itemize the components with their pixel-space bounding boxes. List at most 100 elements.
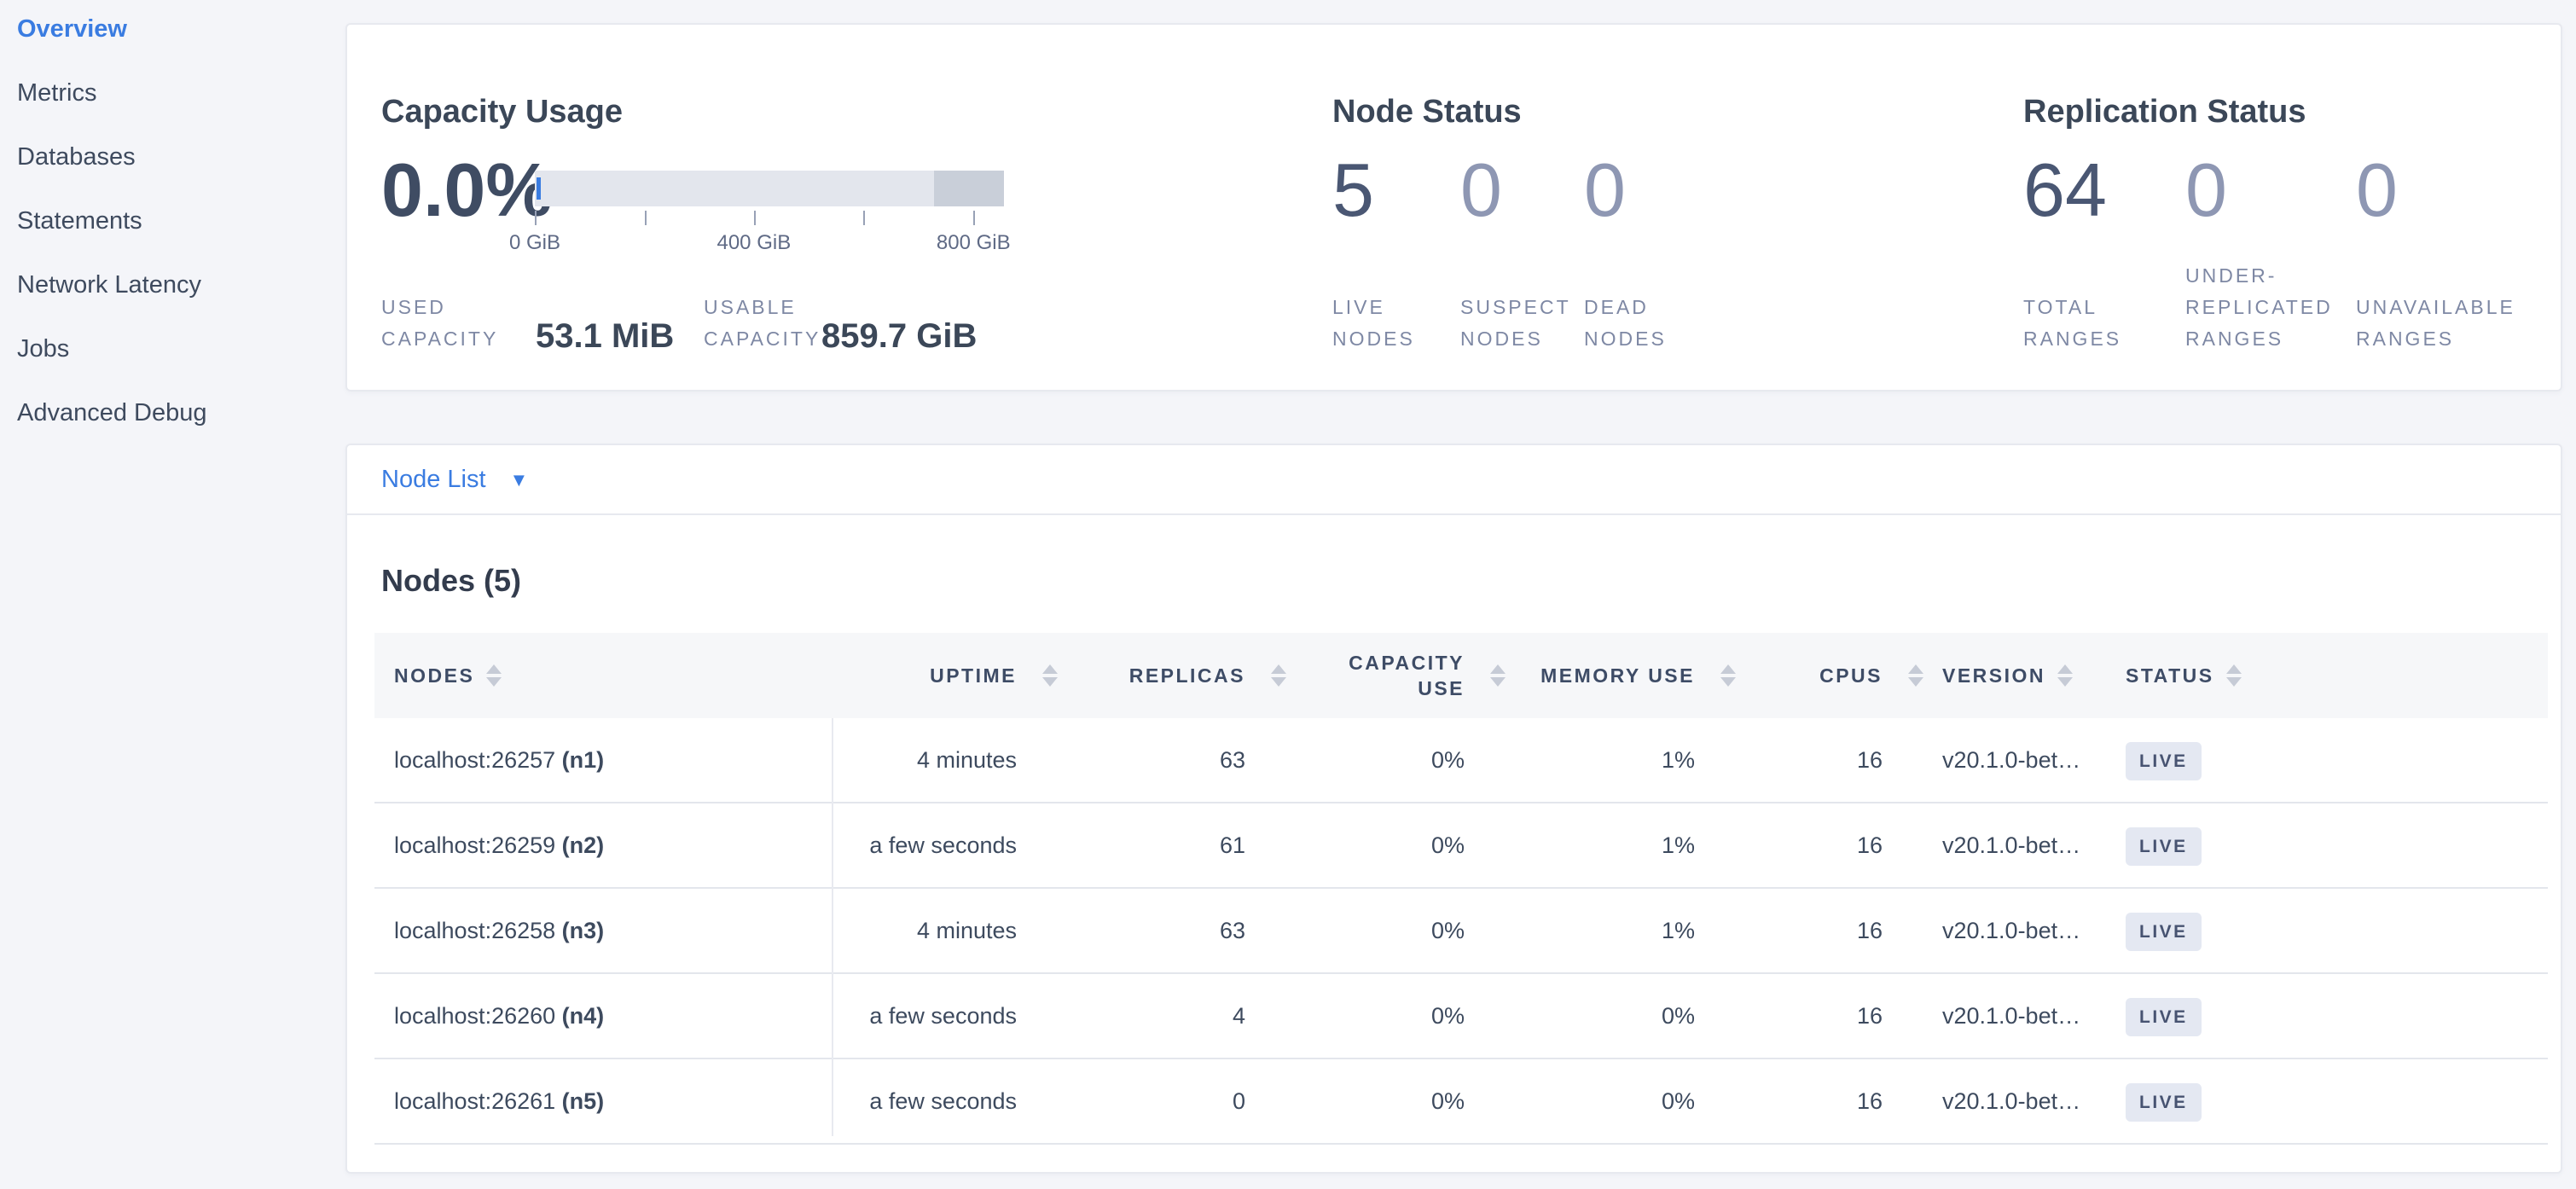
node-replicas: 4 [1232, 1003, 1245, 1029]
replication-status-title: Replication Status [2023, 93, 2306, 130]
node-address[interactable]: localhost:26261 (n5) [394, 1088, 605, 1114]
sidebar-item-statements[interactable]: Statements [17, 207, 142, 235]
capacity-axis-tick [973, 211, 976, 225]
node-status-cell: LIVE [2126, 974, 2202, 1058]
node-status-cell: LIVE [2126, 718, 2202, 802]
column-header-nodes[interactable]: NODES [394, 664, 475, 687]
status-badge: LIVE [2126, 742, 2202, 781]
status-badge: LIVE [2126, 998, 2202, 1037]
nodes-table: NODES UPTIME REPLICAS CAPACITY USE MEMORY USE… [374, 633, 2548, 1145]
nodes-count-heading: Nodes (5) [381, 563, 522, 598]
sidebar-item-jobs[interactable]: Jobs [17, 335, 70, 362]
node-capacity-use: 0% [1430, 1088, 1465, 1114]
node-memory-use: 1% [1661, 832, 1695, 858]
node-list-dropdown-label: Node List [381, 466, 486, 493]
node-capacity-use: 0% [1430, 918, 1465, 943]
status-badge: LIVE [2126, 913, 2202, 952]
capacity-axis-tick [535, 211, 537, 225]
used-capacity-marker [537, 177, 541, 200]
replication-label: UNDER- REPLICATED RANGES [2185, 264, 2333, 350]
node-address[interactable]: localhost:26258 (n3) [394, 918, 605, 943]
node-uptime: a few seconds [869, 1003, 1017, 1029]
capacity-axis-tick [753, 211, 756, 225]
node-version: v20.1.0-bet… [1942, 747, 2081, 773]
sidebar-item-overview[interactable]: Overview [17, 15, 127, 43]
sort-icon[interactable] [1490, 633, 1506, 718]
sort-icon[interactable] [1908, 633, 1923, 718]
replication-value-under--replicated-ranges: 0 [2185, 148, 2227, 232]
node-replicas: 63 [1219, 918, 1245, 943]
node-replicas: 61 [1219, 832, 1245, 858]
node-list-dropdown[interactable]: Node List ▼ [381, 445, 528, 513]
sort-icon[interactable] [1271, 633, 1286, 718]
node-status-value-live-nodes: 5 [1332, 148, 1374, 232]
node-replicas: 0 [1232, 1088, 1245, 1114]
node-cpus: 16 [1856, 832, 1883, 858]
node-cpus: 16 [1856, 1003, 1883, 1029]
node-memory-use: 1% [1661, 747, 1695, 773]
node-cpus: 16 [1856, 747, 1883, 773]
node-cpus: 16 [1856, 918, 1883, 943]
node-uptime: 4 minutes [916, 747, 1017, 773]
sort-icon[interactable] [2057, 633, 2073, 718]
sort-icon[interactable] [1720, 633, 1736, 718]
node-cpus: 16 [1856, 1088, 1883, 1114]
node-capacity-use: 0% [1430, 747, 1465, 773]
node-capacity-use: 0% [1430, 1003, 1465, 1029]
node-status-cell: LIVE [2126, 889, 2202, 972]
sidebar-item-network-latency[interactable]: Network Latency [17, 271, 201, 299]
column-header-memory[interactable]: MEMORY USE [1540, 664, 1695, 687]
usable-capacity-value: 859.7 GiB [821, 317, 978, 355]
capacity-axis-tick [863, 211, 865, 225]
sort-icon[interactable] [1042, 633, 1058, 718]
node-memory-use: 0% [1661, 1088, 1695, 1114]
node-version: v20.1.0-bet… [1942, 1088, 2081, 1114]
used-capacity-value: 53.1 MiB [536, 317, 675, 355]
sort-icon[interactable] [486, 633, 502, 718]
capacity-used-percent: 0.0% [381, 148, 553, 232]
capacity-axis-tick [644, 211, 647, 225]
capacity-usage-title: Capacity Usage [381, 93, 624, 130]
node-uptime: a few seconds [869, 832, 1017, 858]
node-replicas: 63 [1219, 747, 1245, 773]
node-row-n2[interactable]: localhost:26259 (n2) a few seconds 61 0% 1% 1… [374, 803, 2548, 889]
capacity-usage-bar [535, 171, 1004, 206]
node-address[interactable]: localhost:26260 (n4) [394, 1003, 605, 1029]
node-status-cell: LIVE [2126, 1059, 2202, 1143]
capacity-axis-tick-label: 400 GiB [717, 231, 792, 254]
column-header-uptime[interactable]: UPTIME [930, 664, 1017, 687]
replication-label: UNAVAILABLE RANGES [2356, 296, 2515, 350]
usable-capacity-bar-segment [535, 171, 934, 206]
sort-icon[interactable] [2226, 633, 2242, 718]
column-header-replicas[interactable]: REPLICAS [1128, 664, 1245, 687]
node-row-n4[interactable]: localhost:26260 (n4) a few seconds 4 0% 0% 16… [374, 974, 2548, 1059]
other-capacity-bar-segment [933, 171, 1004, 206]
node-status-label: LIVE NODES [1332, 296, 1415, 350]
column-header-capacity[interactable]: CAPACITY USE [1349, 652, 1465, 699]
node-status-value-suspect-nodes: 0 [1460, 148, 1502, 232]
column-header-status[interactable]: STATUS [2126, 664, 2214, 687]
sidebar-item-metrics[interactable]: Metrics [17, 79, 97, 107]
node-row-n5[interactable]: localhost:26261 (n5) a few seconds 0 0% 0% 16… [374, 1059, 2548, 1145]
node-row-n1[interactable]: localhost:26257 (n1) 4 minutes 63 0% 1% 16 v20… [374, 718, 2548, 803]
cluster-summary-card: Capacity Usage 0.0% 0 GiB 400 GiB 800 GiB … [345, 23, 2562, 392]
node-memory-use: 0% [1661, 1003, 1695, 1029]
node-address[interactable]: localhost:26259 (n2) [394, 832, 605, 858]
node-address[interactable]: localhost:26257 (n1) [394, 747, 605, 773]
sidebar-item-databases[interactable]: Databases [17, 143, 136, 171]
node-status-cell: LIVE [2126, 803, 2202, 887]
capacity-axis-tick-label: 0 GiB [508, 231, 561, 254]
status-badge: LIVE [2126, 1083, 2202, 1122]
nodes-table-body: localhost:26257 (n1) 4 minutes 63 0% 1% 16 v20… [374, 718, 2548, 1145]
nodes-column-divider [832, 718, 833, 1136]
node-status-title: Node Status [1332, 93, 1522, 130]
usable-capacity-label: USABLE CAPACITY [704, 296, 821, 350]
replication-value-total-ranges: 64 [2023, 148, 2107, 232]
used-capacity-label: USED CAPACITY [381, 296, 499, 350]
sidebar-item-advanced-debug[interactable]: Advanced Debug [17, 399, 207, 426]
node-row-n3[interactable]: localhost:26258 (n3) 4 minutes 63 0% 1% 16 v20… [374, 889, 2548, 974]
column-header-cpus[interactable]: CPUS [1819, 664, 1883, 687]
node-uptime: 4 minutes [916, 918, 1017, 943]
column-header-version[interactable]: VERSION [1942, 664, 2046, 687]
